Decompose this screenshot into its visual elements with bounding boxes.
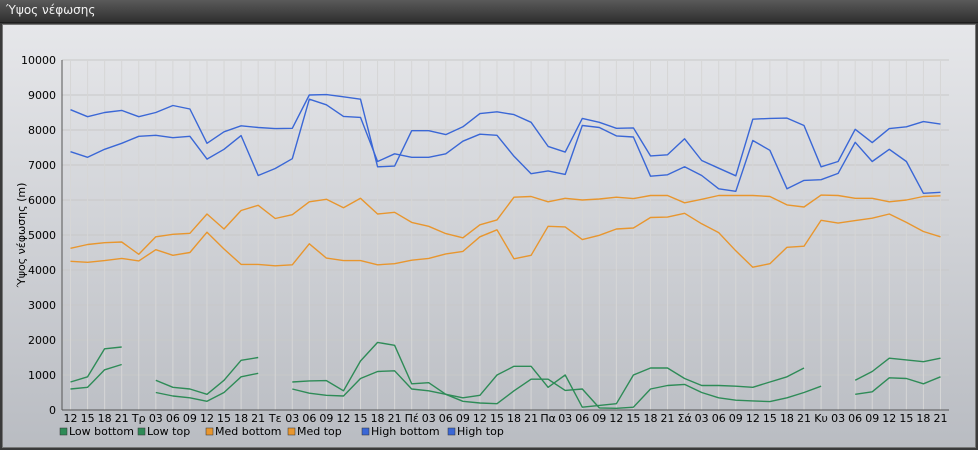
x-tick-label: Τρ	[131, 412, 146, 425]
x-tick-label: 15	[217, 412, 231, 425]
legend-label: Low top	[147, 425, 190, 438]
x-tick-label: 18	[371, 412, 385, 425]
y-axis-label: Ύψος νέφωσης (m)	[15, 183, 28, 289]
x-tick-label: 12	[200, 412, 214, 425]
x-tick-label: 12	[64, 412, 78, 425]
x-tick-label: 15	[354, 412, 368, 425]
y-tick-label: 0	[49, 404, 56, 417]
x-tick-label: 15	[81, 412, 95, 425]
y-tick-label: 7000	[28, 159, 56, 172]
x-tick-label: 21	[524, 412, 538, 425]
series-lines	[70, 93, 941, 409]
series-line-med-top	[70, 194, 941, 255]
legend-swatch	[361, 427, 370, 436]
x-tick-label: 03	[422, 412, 436, 425]
x-tick-label: Πα	[540, 412, 556, 425]
x-tick-label: 09	[183, 412, 197, 425]
legend-swatch	[287, 427, 296, 436]
x-tick-label: 06	[712, 412, 726, 425]
legend-label: Med bottom	[215, 425, 282, 438]
x-tick-label: Σά	[678, 412, 692, 425]
y-tick-label: 6000	[28, 194, 56, 207]
legend-label: Low bottom	[69, 425, 134, 438]
x-tick-label: 03	[149, 412, 163, 425]
x-tick-label: 06	[848, 412, 862, 425]
y-tick-label: 9000	[28, 89, 56, 102]
y-tick-label: 8000	[28, 124, 56, 137]
legend-swatch	[205, 427, 214, 436]
x-tick-label: 12	[473, 412, 487, 425]
x-tick-label: 21	[115, 412, 129, 425]
x-tick-label: 03	[831, 412, 845, 425]
x-tick-label: 12	[882, 412, 896, 425]
x-tick-label: 09	[319, 412, 333, 425]
x-tick-label: 15	[490, 412, 504, 425]
x-tick-label: 12	[609, 412, 623, 425]
x-tick-label: 21	[661, 412, 675, 425]
y-tick-label: 4000	[28, 264, 56, 277]
series-line-high-top	[70, 93, 941, 177]
x-tick-label: Τε	[268, 412, 282, 425]
x-tick-label: Πέ	[405, 412, 419, 425]
x-tick-label: Κυ	[814, 412, 828, 425]
series-line-high-bottom	[70, 98, 941, 194]
series-line-med-bottom	[70, 212, 941, 268]
x-tick-label: 06	[439, 412, 453, 425]
x-tick-label: 18	[916, 412, 930, 425]
window-title: Ύψος νέφωσης	[6, 3, 96, 17]
x-tick-label: 21	[933, 412, 947, 425]
y-tick-label: 10000	[21, 54, 56, 67]
x-tick-label: 06	[166, 412, 180, 425]
x-tick-label: 18	[507, 412, 521, 425]
x-tick-label: 15	[899, 412, 913, 425]
x-tick-label: 09	[865, 412, 879, 425]
tick-labels: 0 1000 2000 3000 4000 5000 6000 7000 8000 9000 100…	[21, 54, 947, 425]
y-tick-label: 3000	[28, 299, 56, 312]
x-tick-label: 09	[456, 412, 470, 425]
x-tick-label: 15	[763, 412, 777, 425]
x-tick-label: 15	[626, 412, 640, 425]
legend-label: High bottom	[371, 425, 440, 438]
x-tick-label: 21	[251, 412, 265, 425]
y-tick-label: 1000	[28, 369, 56, 382]
x-tick-label: 12	[746, 412, 760, 425]
legend-swatch	[59, 427, 68, 436]
y-tick-label: 2000	[28, 334, 56, 347]
x-tick-label: 06	[575, 412, 589, 425]
x-tick-label: 18	[234, 412, 248, 425]
x-tick-label: 03	[285, 412, 299, 425]
legend-label: High top	[457, 425, 504, 438]
series-line-low-top	[70, 341, 941, 408]
x-tick-label: 18	[98, 412, 112, 425]
legend: Low bottom Low top Med bottom Med top High b…	[59, 425, 504, 438]
x-tick-label: 03	[695, 412, 709, 425]
x-tick-label: 18	[780, 412, 794, 425]
axes	[61, 60, 949, 411]
x-tick-label: 06	[302, 412, 316, 425]
x-tick-label: 12	[336, 412, 350, 425]
x-tick-label: 09	[592, 412, 606, 425]
x-tick-label: 09	[729, 412, 743, 425]
x-tick-label: 21	[797, 412, 811, 425]
y-tick-label: 5000	[28, 229, 56, 242]
legend-swatch	[447, 427, 456, 436]
x-tick-label: 21	[388, 412, 402, 425]
series-line-low-bottom	[70, 363, 941, 409]
legend-swatch	[137, 427, 146, 436]
title-bar: Ύψος νέφωσης	[0, 0, 978, 23]
x-tick-label: 03	[558, 412, 572, 425]
legend-label: Med top	[297, 425, 342, 438]
x-tick-label: 18	[643, 412, 657, 425]
